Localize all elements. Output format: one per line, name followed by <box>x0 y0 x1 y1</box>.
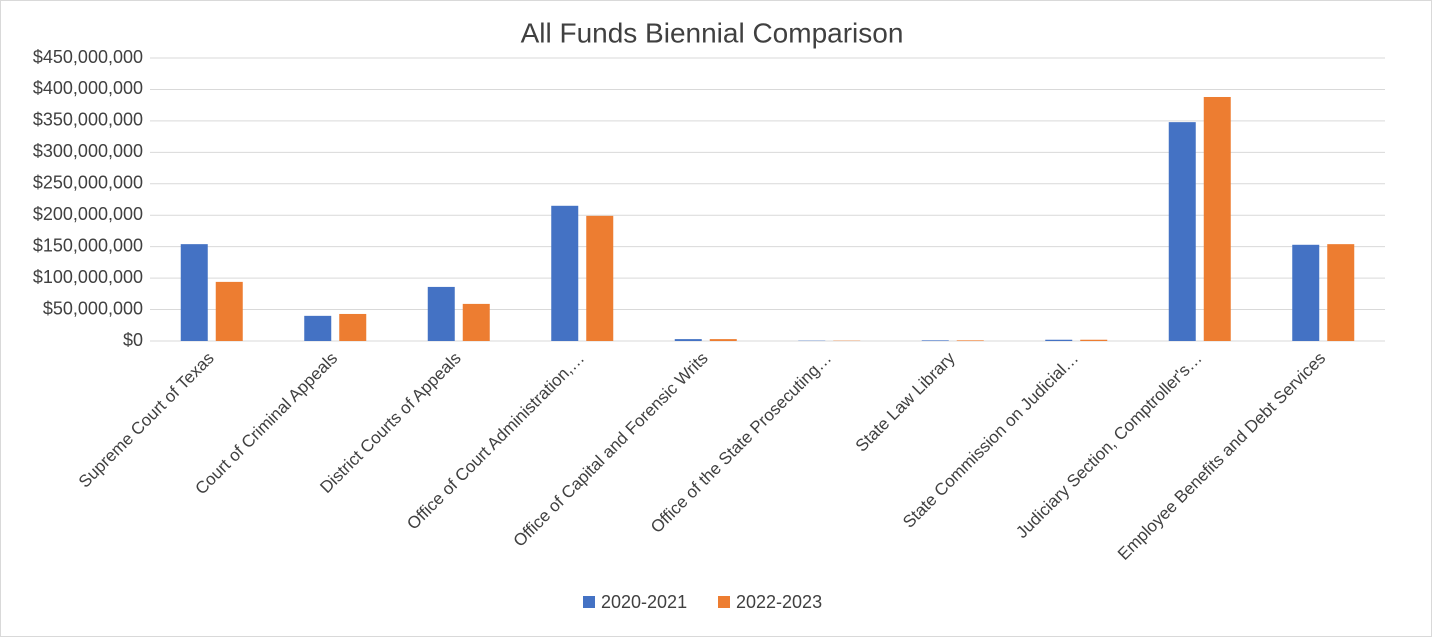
bar <box>921 340 949 341</box>
y-tick-label: $450,000,000 <box>33 47 143 67</box>
legend-label: 2020-2021 <box>601 592 687 612</box>
bar <box>1080 339 1108 341</box>
bar <box>215 281 243 341</box>
bar <box>1203 96 1231 341</box>
bar <box>586 215 614 341</box>
bar <box>1168 122 1196 341</box>
legend-swatch <box>718 596 730 608</box>
y-tick-label: $350,000,000 <box>33 110 143 130</box>
y-tick-label: $0 <box>123 330 143 350</box>
y-tick-label: $400,000,000 <box>33 78 143 98</box>
y-tick-label: $150,000,000 <box>33 235 143 255</box>
y-tick-label: $200,000,000 <box>33 204 143 224</box>
bar <box>180 244 208 341</box>
bar <box>956 340 984 341</box>
y-tick-label: $50,000,000 <box>43 298 143 318</box>
y-tick-label: $250,000,000 <box>33 173 143 193</box>
legend-label: 2022-2023 <box>736 592 822 612</box>
bar <box>551 205 579 341</box>
bar <box>427 286 455 341</box>
chart-title: All Funds Biennial Comparison <box>521 17 904 48</box>
bar <box>1327 244 1355 341</box>
bar <box>1292 244 1320 341</box>
bar <box>339 313 367 341</box>
legend-swatch <box>583 596 595 608</box>
bar <box>709 339 737 341</box>
bar <box>304 315 332 341</box>
bar <box>1045 339 1073 341</box>
bar <box>462 303 490 341</box>
bar <box>674 339 702 341</box>
y-tick-label: $300,000,000 <box>33 141 143 161</box>
y-tick-label: $100,000,000 <box>33 267 143 287</box>
